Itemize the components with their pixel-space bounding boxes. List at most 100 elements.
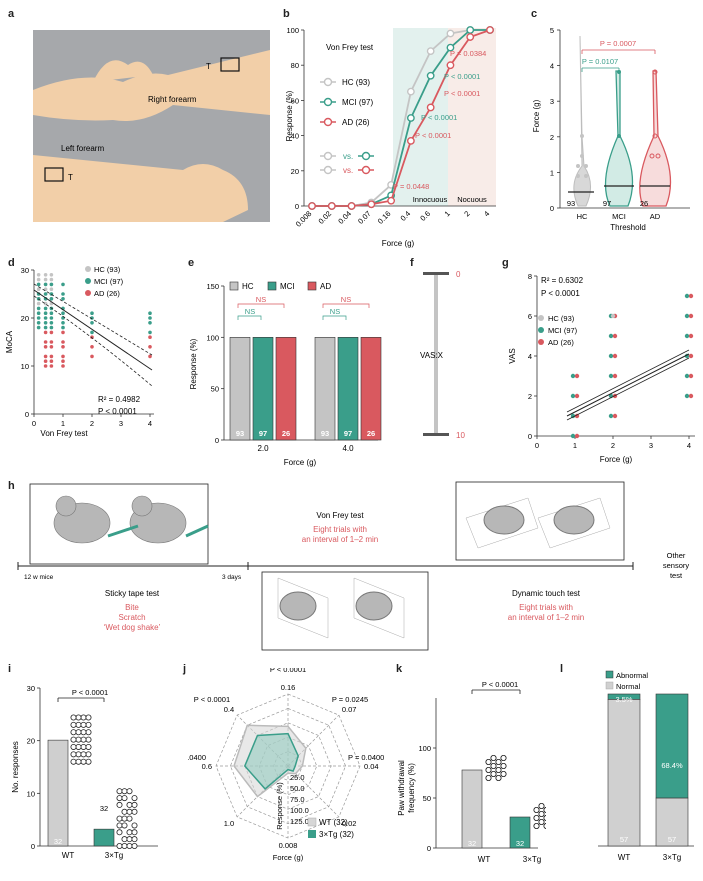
b-legend-label: MCI (97) — [342, 98, 373, 107]
k-data-point — [485, 775, 492, 782]
d-data-point — [49, 311, 54, 315]
svg-text:WT: WT — [62, 851, 75, 860]
svg-text:NS: NS — [256, 295, 266, 304]
svg-text:HC (93): HC (93) — [548, 314, 575, 323]
b-data-point — [446, 61, 455, 70]
d-data-point — [148, 335, 152, 339]
i-data-point — [126, 829, 133, 836]
svg-text:32: 32 — [468, 839, 476, 848]
g-data-point — [688, 393, 694, 399]
e-bar-count: 26 — [367, 429, 375, 438]
d-data-point — [90, 311, 94, 315]
i-data-point — [126, 808, 133, 815]
svg-text:WT: WT — [618, 853, 631, 862]
i-data-point — [75, 743, 82, 750]
svg-text:57: 57 — [668, 835, 676, 844]
svg-text:Bite: Bite — [125, 603, 139, 612]
i-data-point — [70, 721, 77, 728]
i-data-point — [131, 822, 138, 829]
panel-label-g: g — [502, 257, 509, 269]
pval-b-1: P = 0.0384 — [450, 49, 486, 58]
panel-b-line-chart: 0 20 40 60 80 100 0.008 0.02 0.04 0.07 0.16 0.4 0.6 1… — [285, 26, 496, 248]
svg-text:26: 26 — [640, 199, 648, 208]
b-data-point — [466, 26, 475, 34]
l-bar-abnormal — [607, 693, 641, 700]
e-xtick-label: 2.0 — [257, 444, 269, 453]
i-data-point — [85, 743, 92, 750]
e-bar — [314, 337, 336, 441]
d-data-point — [49, 325, 54, 330]
b-data-point — [486, 26, 494, 34]
b-data-point — [446, 29, 455, 38]
k-data-point — [538, 818, 545, 825]
g-data-point — [684, 373, 690, 379]
b-xtick-label: 2 — [462, 209, 471, 218]
b-xtick-label: 0.07 — [356, 209, 373, 226]
svg-text:MoCA: MoCA — [5, 330, 14, 353]
j-axis-label: 0.02 — [342, 819, 357, 828]
e-bar-count: 93 — [321, 429, 329, 438]
b-xtick-label: 0.04 — [336, 209, 353, 226]
d-data-point — [43, 282, 48, 287]
i-data-point — [75, 714, 82, 721]
j-pval-label: P < 0.0001 — [270, 668, 306, 674]
b-vs-label: vs. — [343, 166, 353, 175]
svg-text:No. responses: No. responses — [11, 741, 20, 793]
b-data-point — [308, 202, 316, 210]
svg-text:an interval of 1–2 min: an interval of 1–2 min — [302, 535, 379, 544]
g-xtick-label: 0 — [535, 441, 539, 450]
b-data-point — [426, 47, 435, 56]
svg-text:57: 57 — [620, 835, 628, 844]
d-data-point — [49, 316, 54, 320]
svg-text:Sticky tape test: Sticky tape test — [105, 589, 160, 598]
d-data-point — [36, 277, 41, 282]
d-data-point — [61, 345, 65, 349]
svg-text:Normal: Normal — [616, 682, 641, 691]
b-ytick-label: 60 — [291, 96, 299, 105]
g-data-point — [684, 313, 690, 319]
g-data-point — [608, 333, 614, 339]
g-data-point — [684, 293, 690, 299]
svg-text:Von Frey test: Von Frey test — [316, 511, 364, 520]
i-data-point — [85, 721, 92, 728]
svg-text:Force (g): Force (g) — [382, 239, 415, 248]
i-data-point — [75, 736, 82, 743]
d-data-point — [49, 273, 54, 277]
b-xtick-label: 0.4 — [399, 209, 413, 223]
d-data-point — [61, 297, 65, 301]
k-ytick-label: 50 — [423, 794, 431, 803]
svg-text:sensory: sensory — [663, 561, 690, 570]
b-vs-label: vs. — [343, 152, 353, 161]
c-ytick-label: 2 — [550, 133, 554, 142]
k-data-point — [490, 771, 497, 778]
g-data-point — [570, 373, 576, 379]
panel-label-a: a — [8, 8, 15, 20]
b-ytick-label: 20 — [291, 167, 299, 176]
b-data-point — [367, 200, 376, 209]
svg-text:12 w mice: 12 w mice — [24, 574, 54, 581]
i-data-point — [116, 801, 123, 808]
i-data-point — [80, 751, 87, 758]
i-data-point — [131, 842, 138, 849]
i-data-point — [70, 729, 77, 736]
i-data-point — [131, 801, 138, 808]
svg-text:93: 93 — [567, 199, 575, 208]
g-data-point — [608, 353, 614, 359]
i-data-point — [116, 822, 123, 829]
d-data-point — [148, 345, 152, 349]
g-xtick-label: 3 — [649, 441, 653, 450]
j-tg-area — [243, 732, 299, 790]
i-data-point — [121, 836, 128, 843]
d-data-point — [43, 306, 48, 311]
k-data-point — [485, 759, 492, 766]
svg-text:Response (%): Response (%) — [189, 338, 198, 389]
k-data-point — [495, 775, 502, 782]
svg-text:frequency (%): frequency (%) — [407, 763, 416, 813]
j-pval-label: P = 0.0245 — [332, 695, 368, 704]
i-ytick-label: 20 — [27, 737, 35, 746]
d-data-point — [90, 321, 94, 325]
svg-text:R² = 0.4982: R² = 0.4982 — [98, 395, 141, 404]
svg-text:HC: HC — [242, 282, 254, 291]
panel-g-scatter-chart: 0 2 4 6 8 0 1 2 3 4 VAS Force (g) R² = 0.6302 P <… — [508, 272, 695, 464]
panel-f-vas-scale: 0 10 VAS:X — [420, 270, 465, 440]
